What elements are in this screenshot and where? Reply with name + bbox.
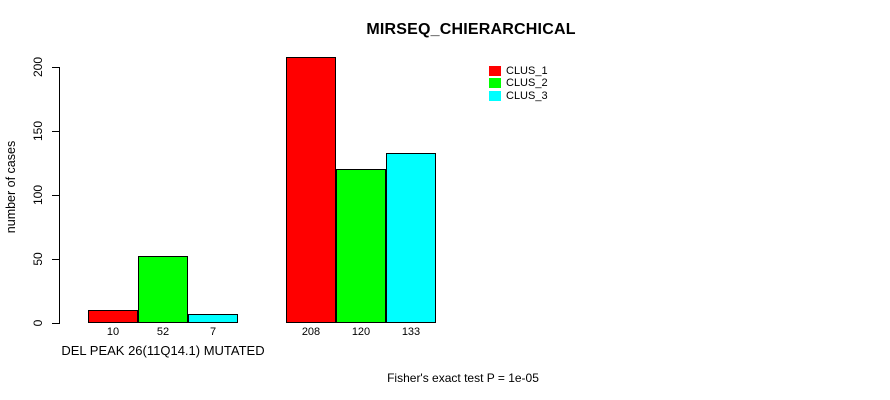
bar-value-label: 208 bbox=[301, 326, 321, 338]
y-axis-line bbox=[59, 67, 60, 324]
chart-title: MIRSEQ_CHIERARCHICAL bbox=[366, 21, 576, 38]
bar-value-label: 7 bbox=[209, 326, 217, 338]
y-tick bbox=[52, 259, 59, 260]
y-tick bbox=[52, 195, 59, 196]
y-tick-label: 50 bbox=[31, 252, 45, 266]
y-tick-label: 100 bbox=[31, 184, 45, 206]
bar bbox=[88, 310, 138, 323]
bar-value-label: 120 bbox=[351, 326, 371, 338]
y-tick-label: 0 bbox=[31, 319, 45, 327]
bar bbox=[188, 314, 238, 323]
bar bbox=[386, 153, 436, 323]
y-tick bbox=[52, 131, 59, 132]
y-tick bbox=[52, 323, 59, 324]
group-label: DEL PEAK 26(11Q14.1) MUTATED bbox=[61, 343, 265, 358]
bar-value-label: 10 bbox=[106, 326, 120, 338]
bar bbox=[286, 57, 336, 323]
bar bbox=[336, 169, 386, 323]
bar-value-label: 133 bbox=[401, 326, 421, 338]
y-tick bbox=[52, 67, 59, 68]
y-tick-label: 150 bbox=[31, 120, 45, 142]
bar bbox=[138, 256, 188, 323]
bar-value-label: 52 bbox=[156, 326, 170, 338]
y-tick-label: 200 bbox=[31, 56, 45, 78]
fisher-test-annotation: Fisher's exact test P = 1e-05 bbox=[387, 371, 539, 385]
